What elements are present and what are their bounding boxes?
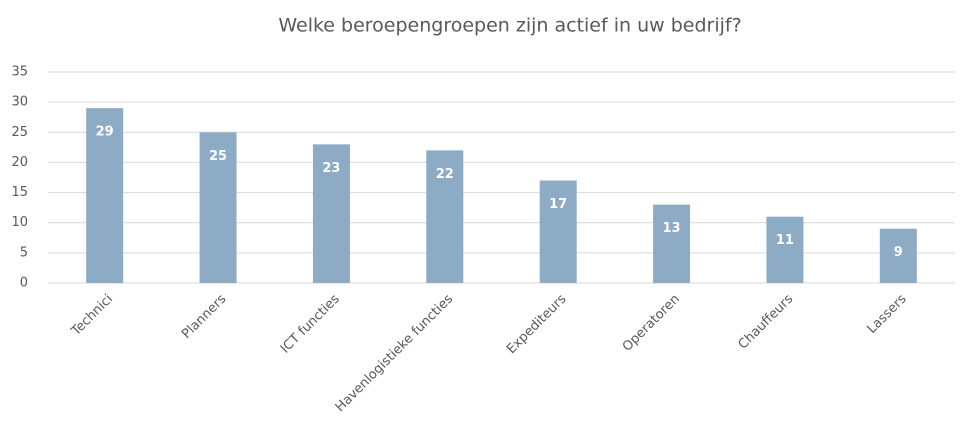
chart-title: Welke beroepengroepen zijn actief in uw … xyxy=(278,15,741,37)
x-tick-label: Chauffeurs xyxy=(736,292,797,353)
x-tick-label: Lassers xyxy=(864,292,909,337)
data-label: 11 xyxy=(776,233,794,248)
data-label: 25 xyxy=(209,149,227,164)
x-tick-label: Expediteurs xyxy=(504,292,570,358)
y-tick-label: 15 xyxy=(11,185,28,200)
x-tick-label: Operatoren xyxy=(620,292,683,355)
data-label: 17 xyxy=(549,197,567,212)
data-label: 29 xyxy=(96,125,114,140)
x-tick-label: ICT functies xyxy=(278,292,343,357)
y-tick-label: 20 xyxy=(11,155,28,170)
y-tick-label: 5 xyxy=(20,245,28,260)
x-tick-label: Planners xyxy=(179,292,229,342)
data-label: 23 xyxy=(322,161,340,176)
y-tick-label: 30 xyxy=(11,95,28,110)
bar xyxy=(653,204,691,283)
y-tick-label: 35 xyxy=(11,65,28,80)
x-tick-label: Technici xyxy=(68,292,116,340)
bar xyxy=(539,180,577,283)
bar xyxy=(199,132,237,283)
bar xyxy=(86,108,124,284)
bar xyxy=(312,144,350,283)
data-label: 13 xyxy=(663,221,681,236)
data-label: 9 xyxy=(894,245,903,260)
bar xyxy=(766,216,804,283)
bar xyxy=(426,150,464,283)
x-tick-label: Havenlogistieke functies xyxy=(333,292,457,416)
y-tick-label: 10 xyxy=(11,215,28,230)
data-label: 22 xyxy=(436,167,454,182)
y-tick-label: 25 xyxy=(11,125,28,140)
bar xyxy=(879,228,917,283)
y-tick-label: 0 xyxy=(20,276,28,291)
